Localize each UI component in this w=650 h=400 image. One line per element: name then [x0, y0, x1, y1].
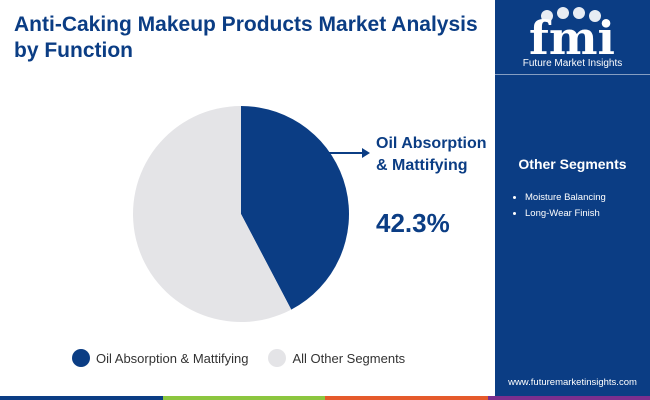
legend-swatch-other-segments	[268, 349, 287, 367]
brand-name: Future Market Insights	[522, 58, 623, 69]
legend-label-oil-absorption: Oil Absorption & Mattifying	[96, 350, 249, 366]
bottom-bar-segment	[0, 396, 163, 400]
bottom-bar-segment	[487, 396, 650, 400]
website-link[interactable]: www.futuremarketinsights.com	[508, 377, 637, 388]
bottom-color-bar	[0, 396, 650, 400]
other-segments-list: Moisture Balancing Long-Wear Finish	[513, 190, 606, 222]
callout-value: 42.3%	[376, 208, 450, 238]
fmi-logo: fmi	[529, 7, 615, 65]
callout-label: Oil Absorption & Mattifying	[376, 135, 487, 174]
sidebar-panel: fmi Future Market Insights Other Segment…	[495, 0, 650, 400]
bottom-bar-segment	[162, 396, 325, 400]
pie-slice-oil-absorption	[241, 106, 349, 310]
callout-arrow-head	[362, 148, 370, 158]
bottom-bar-segment	[325, 396, 488, 400]
other-segments-heading: Other Segments	[518, 156, 627, 172]
logo-divider	[495, 74, 650, 75]
legend-label-other-segments: All Other Segments	[292, 350, 406, 366]
legend-item-oil-absorption: Oil Absorption & Mattifying	[72, 349, 248, 367]
other-segment-item: Long-Wear Finish	[525, 206, 606, 222]
pie-slice-other-segments	[132, 106, 292, 323]
pie-chart	[132, 106, 370, 323]
chart-legend: Oil Absorption & Mattifying All Other Se…	[72, 348, 425, 368]
chart-title: Anti-Caking Makeup Products Market Analy…	[14, 13, 478, 62]
other-segment-item: Moisture Balancing	[525, 190, 606, 206]
legend-item-other-segments: All Other Segments	[268, 349, 405, 367]
legend-swatch-oil-absorption	[72, 349, 90, 367]
